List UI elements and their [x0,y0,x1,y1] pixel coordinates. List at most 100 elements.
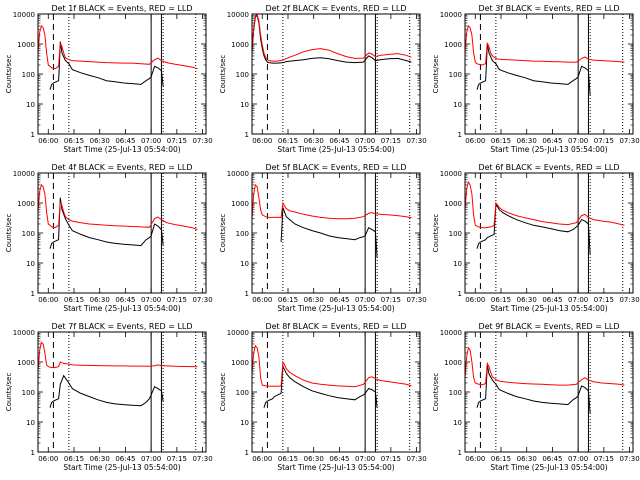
y-axis-label: Counts/sec [219,214,227,253]
plot-frame [37,331,207,453]
x-tick-label: 07:15 [381,137,401,145]
x-tick-label: 06:00 [252,455,272,463]
x-tick-label: 06:15 [64,296,84,304]
plot-frame [37,172,207,294]
panel-title: Det 3f BLACK = Events, RED = LLD [478,4,619,13]
y-tick-label: 1000 [444,41,462,49]
y-axis-label: Counts/sec [5,55,13,94]
y-tick-label: 1 [245,290,249,298]
x-tick-label: 07:30 [406,137,426,145]
y-tick-label: 100 [236,230,249,238]
y-axis-label: Counts/sec [5,214,13,253]
series-line-lld [38,183,198,231]
series-line-events [49,197,164,249]
y-tick-label: 100 [22,71,35,79]
y-tick-label: 1000 [444,359,462,367]
x-tick-label: 06:00 [38,137,58,145]
plot-area [465,332,625,452]
x-tick-label: 06:30 [517,137,537,145]
y-tick-label: 1 [458,449,462,457]
plot-frame [464,331,634,453]
y-tick-label: 1 [458,290,462,298]
x-tick-label: 06:15 [278,296,298,304]
y-tick-label: 10 [453,419,462,427]
y-tick-label: 1000 [17,200,35,208]
series-line-events [476,364,591,414]
series-line-lld [38,341,198,372]
detector-panel-6: Det 6f BLACK = Events, RED = LLD 1 10 100 10… [432,163,640,313]
x-tick-label: 07:00 [355,296,375,304]
plot-area [252,14,412,134]
x-tick-label: 07:00 [141,296,161,304]
series-line-events [49,41,164,90]
x-tick-label: 07:30 [192,137,212,145]
y-tick-label: 10000 [440,11,462,19]
x-tick-label: 06:45 [329,137,349,145]
x-tick-label: 07:30 [406,455,426,463]
x-tick-label: 06:45 [542,137,562,145]
series-line-events [476,43,591,96]
x-tick-label: 07:15 [594,137,614,145]
x-axis-label: Start Time (25-Jul-13 05:54:00) [277,463,394,472]
y-tick-label: 1 [245,449,249,457]
x-tick-label: 07:15 [594,296,614,304]
x-tick-label: 07:30 [619,296,639,304]
x-axis-label: Start Time (25-Jul-13 05:54:00) [277,304,394,313]
series-line-events [49,374,164,408]
panel-title: Det 6f BLACK = Events, RED = LLD [478,163,619,172]
plot-area [252,332,412,452]
y-tick-label: 10000 [227,170,249,178]
y-tick-label: 10 [26,101,35,109]
y-tick-label: 100 [449,389,462,397]
plot-frame [251,331,421,453]
x-axis-label: Start Time (25-Jul-13 05:54:00) [63,304,180,313]
series-line-lld [465,180,625,229]
plot-area [38,332,198,452]
x-tick-label: 07:30 [192,296,212,304]
y-axis-label: Counts/sec [432,373,440,412]
x-tick-label: 07:00 [568,455,588,463]
y-tick-label: 10000 [227,11,249,19]
y-tick-label: 100 [236,389,249,397]
x-tick-label: 07:00 [355,455,375,463]
x-tick-label: 07:30 [619,137,639,145]
x-tick-label: 07:15 [167,296,187,304]
y-tick-label: 10000 [227,329,249,337]
x-tick-label: 07:30 [406,296,426,304]
y-tick-label: 1000 [17,359,35,367]
x-tick-label: 06:45 [542,455,562,463]
y-tick-label: 10000 [13,11,35,19]
x-tick-label: 06:15 [64,137,84,145]
x-tick-label: 07:00 [141,455,161,463]
x-tick-label: 06:30 [90,296,110,304]
x-tick-label: 06:00 [252,296,272,304]
y-tick-label: 100 [22,230,35,238]
series-line-lld [252,14,412,62]
plot-area [465,173,625,293]
x-tick-label: 06:45 [115,455,135,463]
y-tick-label: 1 [31,290,35,298]
x-tick-label: 06:45 [115,137,135,145]
y-tick-label: 1 [245,131,249,139]
x-axis-label: Start Time (25-Jul-13 05:54:00) [490,304,607,313]
panel-title: Det 7f BLACK = Events, RED = LLD [51,322,192,331]
x-tick-label: 06:30 [517,296,537,304]
y-tick-label: 1000 [231,200,249,208]
x-tick-label: 07:15 [167,455,187,463]
detector-panel-3: Det 3f BLACK = Events, RED = LLD 1 10 100 10… [432,4,640,154]
x-tick-label: 07:15 [167,137,187,145]
x-tick-label: 07:15 [594,455,614,463]
detector-panel-4: Det 4f BLACK = Events, RED = LLD 1 10 100 10… [5,163,213,313]
y-tick-label: 10000 [440,170,462,178]
x-tick-label: 06:15 [278,137,298,145]
x-tick-label: 07:15 [381,455,401,463]
y-tick-label: 100 [22,389,35,397]
x-tick-label: 06:15 [278,455,298,463]
y-tick-label: 1000 [17,41,35,49]
y-tick-label: 100 [449,71,462,79]
detector-panel-1: Det 1f BLACK = Events, RED = LLD 1 10 100 10… [5,4,213,154]
series-line-events [476,202,591,255]
x-tick-label: 07:30 [619,455,639,463]
x-axis-label: Start Time (25-Jul-13 05:54:00) [63,145,180,154]
